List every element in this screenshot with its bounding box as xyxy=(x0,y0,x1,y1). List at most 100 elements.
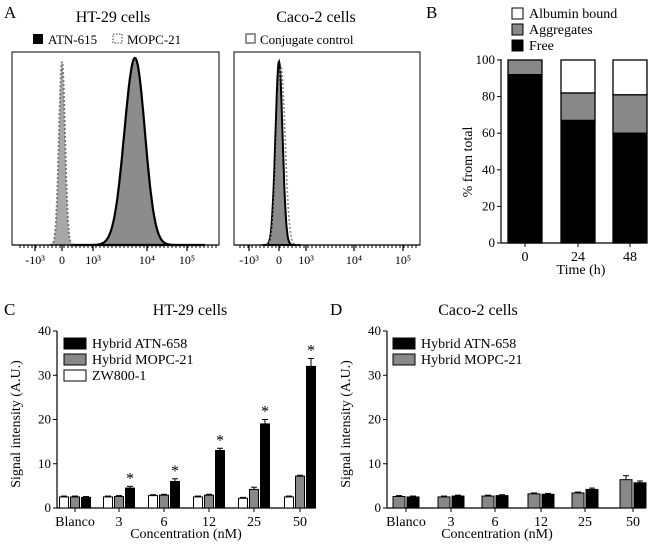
histogram-caco2: Caco-2 cells Conjugate control -10³ 0 10… xyxy=(233,9,421,267)
chart-b-stacked-bars: 0 20 40 60 80 100 0 24 48 xyxy=(476,52,648,265)
histogram-ht29-tick-1: 0 xyxy=(59,253,65,267)
bar-free xyxy=(560,119,596,244)
chart-b-x-tick-label: 0 xyxy=(522,250,529,265)
chart-c-title: HT-29 cells xyxy=(153,302,228,319)
bar-hybrid-mopc-21 xyxy=(619,479,633,509)
legend-swatch xyxy=(392,337,416,350)
legend-swatch xyxy=(63,353,87,366)
y-tick-label: 30 xyxy=(38,367,51,382)
x-tick-label: Blanco xyxy=(386,515,426,530)
x-tick-label: 3 xyxy=(448,515,455,530)
legend-swatch-free xyxy=(511,39,524,52)
bar-hybrid-atn-658 xyxy=(406,496,420,509)
y-tick-label: 20 xyxy=(368,412,381,427)
bar-zw800-1 xyxy=(284,496,294,509)
chart-b-xlabel: Time (h) xyxy=(557,263,606,278)
bar-zw800-1 xyxy=(193,496,203,509)
bar-hybrid-mopc-21 xyxy=(481,495,495,509)
x-tick-label: 6 xyxy=(161,515,168,530)
significance-marker: * xyxy=(261,404,269,421)
bar-zw800-1 xyxy=(148,495,158,509)
chart-b-y-tick-label: 40 xyxy=(482,162,495,177)
histogram-ht29-title: HT-29 cells xyxy=(76,9,151,26)
bar-hybrid-atn-658 xyxy=(306,365,316,509)
bar-free xyxy=(507,73,543,244)
legend-label: ZW800-1 xyxy=(92,369,146,384)
bar-hybrid-atn-658 xyxy=(125,487,135,509)
bar-free xyxy=(612,132,648,244)
legend-label: Hybrid ATN-658 xyxy=(92,337,187,352)
significance-marker: * xyxy=(171,463,179,480)
bar-hybrid-atn-658 xyxy=(170,480,180,509)
histogram-ht29-tick-4: 10⁵ xyxy=(179,253,195,267)
x-tick-label: 6 xyxy=(492,515,499,530)
y-tick-label: 10 xyxy=(38,456,51,471)
chart-d-xlabel: Concentration (nM) xyxy=(441,527,553,542)
histogram-caco2-x-ticks xyxy=(239,245,417,251)
x-tick-label: Blanco xyxy=(55,515,95,530)
bar-hybrid-atn-658 xyxy=(585,488,599,509)
x-tick-label: 12 xyxy=(202,515,216,530)
panel-letter-b: B xyxy=(426,3,437,22)
bar-hybrid-atn-658 xyxy=(451,495,465,509)
chart-b-y-tick-label: 20 xyxy=(482,198,495,213)
legend-swatch-atn615 xyxy=(33,34,43,44)
bar-hybrid-atn-658 xyxy=(541,493,555,509)
bar-albumin-bound xyxy=(560,59,596,94)
chart-b-y-tick-label: 100 xyxy=(476,52,496,67)
chart-d-ylabel: Signal intensity (A.U.) xyxy=(339,360,354,488)
bar-hybrid-mopc-21 xyxy=(295,475,305,509)
chart-b-legend: Albumin bound Aggregates Free xyxy=(511,7,617,54)
chart-d-bars: 0 10 20 30 40 Blanco 3 6 12 25 50 Hybrid ATN-658Hyb… xyxy=(368,323,647,530)
y-tick-label: 30 xyxy=(368,367,381,382)
histogram-caco2-tick-4: 10⁵ xyxy=(395,253,411,267)
legend-label: Hybrid MOPC-21 xyxy=(92,353,194,368)
legend-swatch-albumin xyxy=(511,7,524,20)
y-tick-label: 10 xyxy=(368,456,381,471)
y-tick-label: 40 xyxy=(368,323,381,338)
legend-label: Hybrid MOPC-21 xyxy=(421,353,523,368)
bar-hybrid-atn-658 xyxy=(633,482,647,509)
legend-label-albumin: Albumin bound xyxy=(529,7,617,22)
x-tick-label: 3 xyxy=(116,515,123,530)
panel-letter-d: D xyxy=(330,300,342,319)
bar-zw800-1 xyxy=(59,496,69,509)
chart-b-y-tick-label: 60 xyxy=(482,125,495,140)
panel-letter-a: A xyxy=(4,3,17,22)
y-tick-label: 0 xyxy=(45,500,52,515)
series-conjugate-control xyxy=(262,58,300,246)
legend-label-conjugate: Conjugate control xyxy=(260,32,354,47)
chart-b-y-tick-label: 0 xyxy=(489,235,496,250)
legend-swatch xyxy=(392,353,416,366)
chart-b-x-tick-label: 24 xyxy=(571,250,585,265)
legend-label-free: Free xyxy=(529,39,554,54)
y-tick-label: 0 xyxy=(375,500,382,515)
bar-albumin-bound xyxy=(612,59,648,96)
significance-marker: * xyxy=(216,432,224,449)
series-conjugate-control-dotted xyxy=(262,64,302,246)
bar-hybrid-atn-658 xyxy=(215,449,225,509)
histogram-ht29: HT-29 cells ATN-615 MOPC-21 -10³ 0 10³ 1… xyxy=(11,9,220,267)
chart-d-title: Caco-2 cells xyxy=(438,302,518,319)
bar-hybrid-mopc-21 xyxy=(249,488,259,509)
bar-aggregates xyxy=(612,94,648,134)
legend-swatch-aggregates xyxy=(511,23,524,36)
x-tick-label: 50 xyxy=(293,515,307,530)
x-tick-label: 50 xyxy=(626,515,640,530)
bar-hybrid-mopc-21 xyxy=(527,493,541,509)
legend-swatch xyxy=(63,337,87,350)
legend-label-mopc21: MOPC-21 xyxy=(127,32,181,47)
histogram-ht29-tick-3: 10⁴ xyxy=(139,253,155,267)
x-tick-label: 25 xyxy=(247,515,261,530)
significance-marker: * xyxy=(126,470,134,487)
x-tick-label: 25 xyxy=(578,515,592,530)
legend-swatch-conjugate xyxy=(245,33,256,44)
bar-hybrid-mopc-21 xyxy=(392,495,406,509)
bar-zw800-1 xyxy=(103,496,113,509)
panel-letter-c: C xyxy=(4,300,15,319)
histogram-caco2-tick-3: 10⁴ xyxy=(346,253,362,267)
bar-hybrid-mopc-21 xyxy=(159,494,169,509)
bar-hybrid-mopc-21 xyxy=(571,492,585,509)
chart-c-xlabel: Concentration (nM) xyxy=(130,527,242,542)
